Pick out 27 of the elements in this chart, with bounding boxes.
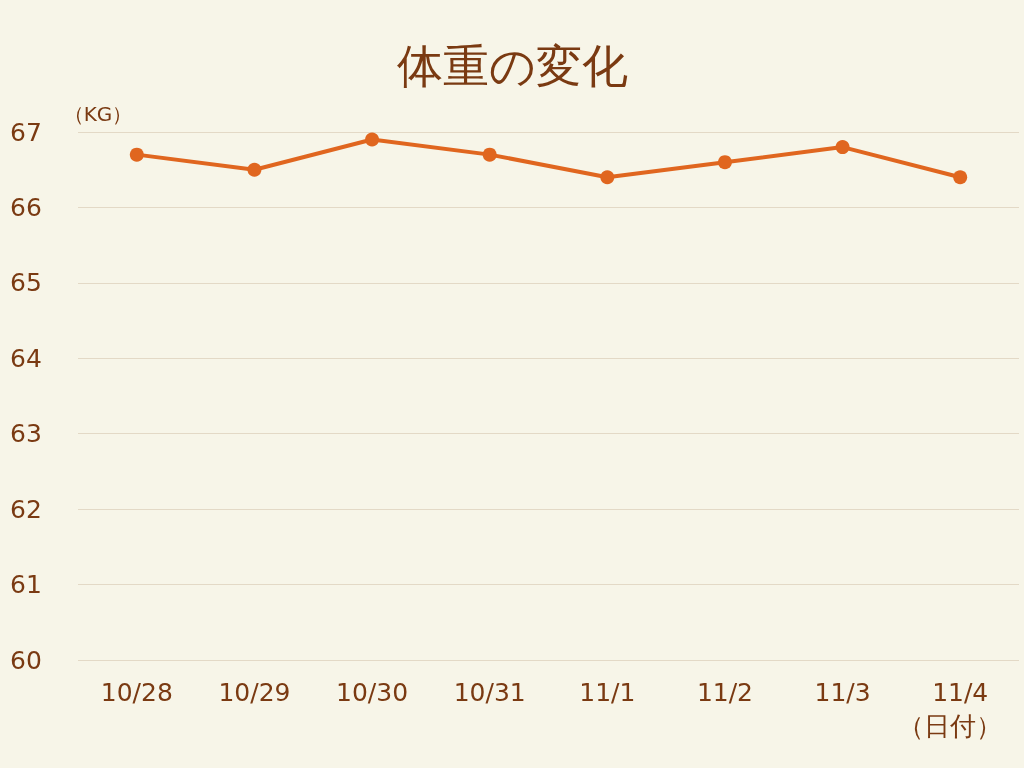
y-tick-label: 61	[10, 570, 42, 600]
point	[247, 162, 262, 177]
y-tick-label: 65	[10, 268, 42, 298]
y-tick-label: 63	[10, 419, 42, 449]
x-tick-label: 11/1	[579, 678, 636, 707]
x-tick-label: 11/3	[814, 678, 871, 707]
x-tick-label: 10/30	[336, 678, 409, 707]
x-tick-label: 10/28	[100, 678, 173, 707]
y-tick-label: 66	[10, 192, 42, 222]
y-tick-label: 62	[10, 494, 42, 524]
y-tick-label: 60	[10, 645, 42, 675]
point	[600, 170, 615, 185]
y-tick-label: 67	[10, 117, 42, 147]
point	[482, 147, 497, 162]
point	[835, 140, 850, 155]
x-tick-label: 11/2	[696, 678, 754, 707]
x-tick-label: 11/4	[932, 678, 989, 707]
x-axis-title: （日付）	[898, 711, 1002, 741]
point	[365, 132, 380, 147]
y-tick-label: 64	[10, 343, 42, 373]
point	[717, 155, 732, 170]
point	[953, 170, 968, 185]
x-tick-label: 10/29	[218, 678, 291, 707]
x-tick-label: 10/31	[453, 678, 526, 707]
point	[129, 147, 144, 162]
chart-title: 体重の変化	[396, 39, 628, 93]
y-axis-title: （KG）	[63, 102, 133, 126]
